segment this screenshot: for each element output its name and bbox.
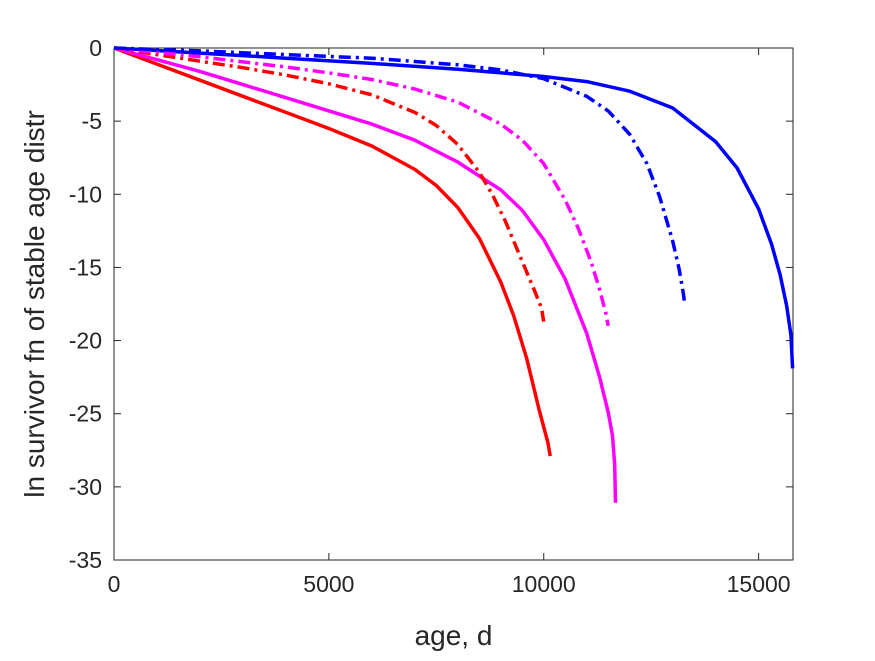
y-tick-label: -20 <box>69 328 102 354</box>
x-tick-label: 10000 <box>512 571 576 597</box>
y-tick-label: 0 <box>89 35 102 61</box>
x-tick-label: 0 <box>108 571 121 597</box>
series-line-3-solid <box>113 46 795 369</box>
y-tick-label: -15 <box>69 254 102 280</box>
plot-area <box>113 47 794 561</box>
series-line-1-solid <box>113 46 552 457</box>
y-tick-label: -35 <box>69 547 102 573</box>
x-tick-label: 15000 <box>727 571 791 597</box>
y-tick-label: -10 <box>69 181 102 207</box>
y-axis-label: ln survivor fn of stable age distr <box>19 110 50 498</box>
x-axis-label: age, d <box>415 620 493 651</box>
series-line-5-dashdot <box>113 46 610 327</box>
x-tick-label: 5000 <box>303 571 354 597</box>
y-axis-ticks: 0 -5 -10 -15 -20 -25 -30 -35 <box>69 35 793 573</box>
y-tick-label: -30 <box>69 474 102 500</box>
series-line-4-dashdot <box>113 46 546 322</box>
series-layer <box>113 46 795 503</box>
x-axis-ticks: 0 5000 10000 15000 <box>108 48 791 597</box>
y-tick-label: -5 <box>82 108 102 134</box>
series-line-2-solid <box>113 46 618 503</box>
y-tick-label: -25 <box>69 401 102 427</box>
